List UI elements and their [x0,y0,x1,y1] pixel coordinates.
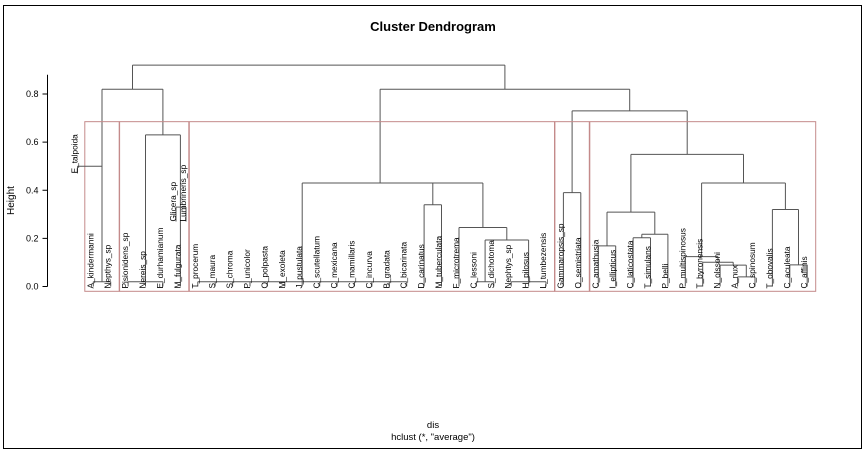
svg-text:E_durhamianum: E_durhamianum [155,228,165,289]
svg-text:C_spinosum: C_spinosum [747,242,757,288]
svg-text:T_byronensis: T_byronensis [695,239,705,289]
svg-text:0.6: 0.6 [26,137,39,147]
svg-text:S_dichotoma: S_dichotoma [486,240,496,289]
svg-text:Glicera_sp: Glicera_sp [168,181,178,221]
svg-text:F_microtrema: F_microtrema [451,237,461,289]
svg-text:P_multispinosus: P_multispinosus [677,228,687,288]
svg-text:T_simulans: T_simulans [643,246,653,288]
svg-text:C_laticostata: C_laticostata [625,240,635,288]
svg-text:A_kindermanni: A_kindermanni [85,233,95,289]
svg-text:I_ellipticus: I_ellipticus [608,250,618,289]
svg-text:Pisionidens_sp: Pisionidens_sp [120,232,130,288]
svg-text:T_obovalis: T_obovalis [764,248,774,288]
svg-text:Gammaropsis_sp: Gammaropsis_sp [555,223,565,288]
svg-text:S_chroma: S_chroma [225,250,235,288]
svg-text:Nephtys_sp: Nephtys_sp [503,244,513,288]
svg-text:A_nux: A_nux [730,264,740,288]
svg-text:T_procerum: T_procerum [190,244,200,289]
svg-text:J_pustulata: J_pustulata [294,246,304,289]
svg-text:0.0: 0.0 [26,282,39,292]
svg-text:N_olssoni: N_olssoni [712,252,722,289]
svg-text:L_tumbezensis: L_tumbezensis [538,233,548,289]
svg-text:C_mamillaris: C_mamillaris [347,241,357,289]
svg-text:M_tuberculata: M_tuberculata [434,236,444,289]
svg-text:P_belli: P_belli [660,263,670,288]
svg-text:0.2: 0.2 [26,233,39,243]
svg-text:P_unicolor: P_unicolor [242,249,252,288]
svg-text:0.4: 0.4 [26,185,39,195]
svg-text:B_gradata: B_gradata [381,250,391,289]
svg-text:C_affinis: C_affinis [799,256,809,288]
svg-text:M_fulgurata: M_fulgurata [172,244,182,288]
svg-text:C_aculeata: C_aculeata [782,246,792,288]
svg-text:0.8: 0.8 [26,89,39,99]
svg-text:S_maura: S_maura [207,254,217,288]
svg-text:C_amathusia: C_amathusia [590,239,600,288]
svg-text:Nepthys_sp: Nepthys_sp [103,244,113,288]
svg-text:M_exoleta: M_exoleta [277,250,287,289]
svg-text:H_pilosus: H_pilosus [521,252,531,288]
svg-text:C_lessoni: C_lessoni [468,252,478,289]
svg-text:C_mexicana: C_mexicana [329,242,339,289]
svg-text:O_semistriata: O_semistriata [573,237,583,289]
svg-text:Nereis_sp: Nereis_sp [138,251,148,289]
svg-text:C_scutellatum: C_scutellatum [312,236,322,289]
svg-text:C_incurva: C_incurva [364,251,374,289]
svg-text:E_talpoida: E_talpoida [70,134,80,174]
svg-text:O_polpasta: O_polpasta [259,246,269,289]
svg-text:D_carinatus: D_carinatus [416,244,426,288]
svg-text:Lumbrineris_sp: Lumbrineris_sp [178,164,188,221]
svg-text:C_bicarinata: C_bicarinata [399,242,409,289]
